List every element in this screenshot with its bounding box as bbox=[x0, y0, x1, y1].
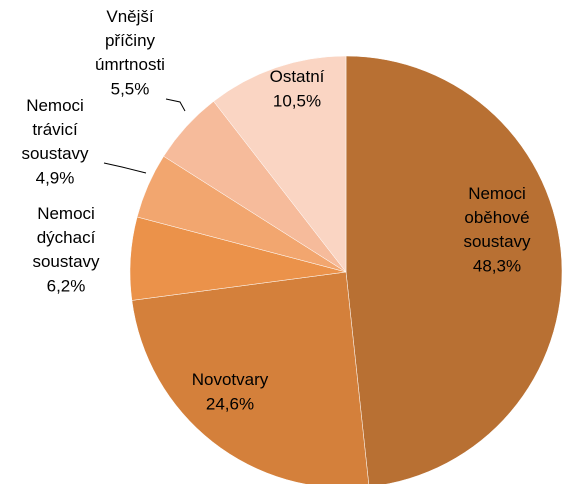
label-line: příčiny bbox=[105, 31, 156, 50]
label-line: Novotvary bbox=[192, 370, 269, 389]
slice-label: Nemoci oběhové soustavy bbox=[463, 184, 531, 251]
label-line: trávicí bbox=[32, 120, 78, 139]
pie-slice bbox=[345, 55, 563, 484]
pie-slice bbox=[131, 271, 369, 484]
leader-line bbox=[165, 98, 186, 112]
value-label: 6,2% bbox=[47, 276, 86, 295]
label-line: dýchací bbox=[37, 228, 96, 247]
value-label: 10,5% bbox=[273, 91, 321, 110]
slice-label: Nemoci trávicí soustavy bbox=[21, 96, 89, 163]
value-label: 4,9% bbox=[36, 168, 75, 187]
pie-slice bbox=[213, 55, 347, 273]
label-line: soustavy bbox=[463, 232, 531, 251]
slice-label: Novotvary bbox=[192, 370, 269, 389]
label-line: Nemoci bbox=[26, 96, 84, 115]
label-line: oběhové bbox=[464, 208, 529, 227]
label-line: Nemoci bbox=[468, 184, 526, 203]
label-line: soustavy bbox=[32, 252, 100, 271]
value-label: 24,6% bbox=[206, 394, 254, 413]
label-line: Vnější bbox=[106, 7, 154, 26]
label-line: Nemoci bbox=[37, 204, 95, 223]
value-label: 48,3% bbox=[473, 256, 521, 275]
slice-label: Nemoci dýchací soustavy bbox=[32, 204, 100, 271]
label-line: soustavy bbox=[21, 144, 89, 163]
value-label: 5,5% bbox=[111, 79, 150, 98]
leader-line bbox=[103, 162, 147, 174]
label-line: Ostatní bbox=[270, 67, 325, 86]
slice-label: Vnější příčiny úmrtnosti bbox=[95, 7, 165, 74]
slice-label: Ostatní bbox=[270, 67, 325, 86]
label-line: úmrtnosti bbox=[95, 55, 165, 74]
